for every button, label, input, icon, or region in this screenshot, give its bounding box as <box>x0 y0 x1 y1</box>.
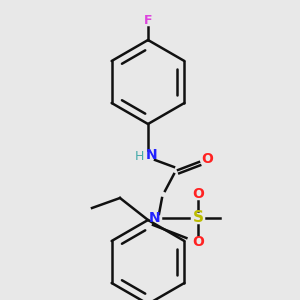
Text: O: O <box>192 235 204 249</box>
Text: F: F <box>144 14 152 26</box>
Text: H: H <box>134 149 144 163</box>
Text: S: S <box>193 211 203 226</box>
Text: O: O <box>192 187 204 201</box>
Text: O: O <box>201 152 213 166</box>
Text: N: N <box>146 148 158 162</box>
Text: N: N <box>149 211 161 225</box>
